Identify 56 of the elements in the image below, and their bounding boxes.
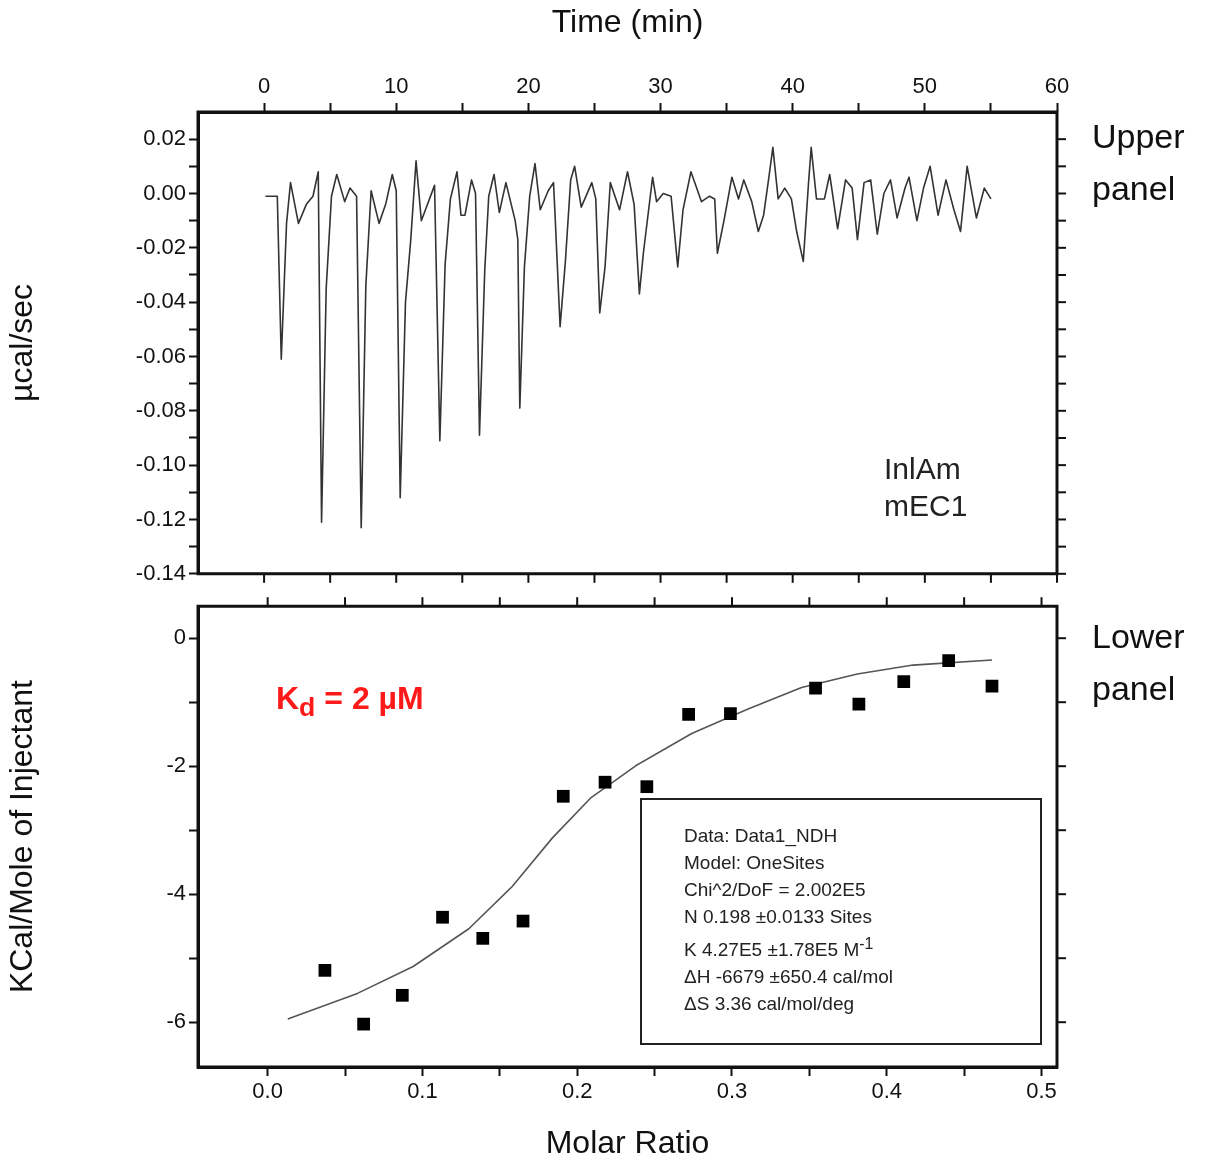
point: [724, 707, 737, 721]
point: [357, 1017, 370, 1031]
y-tick-label: -0.02: [135, 233, 186, 259]
y-tick-label: -0.14: [135, 559, 186, 585]
point: [682, 708, 695, 721]
x-tick-label: 0.1: [407, 1078, 438, 1104]
y-tick-label: -6: [166, 1008, 186, 1034]
y-tick-label: -0.10: [135, 451, 186, 477]
point: [942, 654, 956, 667]
y-tick-label: -0.04: [135, 288, 186, 314]
annotation: ΔS 3.36 cal/mol/deg: [684, 992, 856, 1017]
point: [640, 780, 654, 794]
point: [318, 964, 332, 977]
x-tick-label: 40: [780, 72, 805, 98]
y-tick-label: -2: [166, 752, 186, 778]
x-tick-label: 10: [383, 72, 409, 98]
point: [556, 789, 570, 803]
y-axis-title: µcal/sec: [3, 283, 40, 402]
point: [598, 775, 612, 789]
annotation: mEC1: [884, 489, 968, 523]
text: Lower panel: [1092, 616, 1186, 709]
point: [809, 681, 822, 695]
annotation: ΔH -6679 ±650.4 cal/mol: [684, 965, 894, 990]
x-tick-label: 0.4: [871, 1078, 903, 1104]
point: [395, 988, 409, 1002]
text: Upper panel: [1092, 116, 1186, 209]
y-tick-label: -0.08: [135, 396, 186, 422]
x-tick-label: 20: [516, 72, 541, 98]
x-tick-label: 0.2: [561, 1078, 593, 1104]
annotation: K$_{d}$ = 2 µM: [276, 680, 424, 724]
x-tick-label: 0: [257, 72, 271, 98]
annotation: Data: Data1_NDH: [684, 824, 839, 849]
point: [985, 679, 999, 693]
annotation: Model: OneSites: [684, 851, 826, 875]
x-tick-label: 0.0: [252, 1078, 283, 1104]
y-tick-label: 0.02: [143, 125, 186, 151]
y-tick-label: -0.06: [135, 342, 186, 368]
x-tick-label: 50: [912, 72, 938, 98]
x-tick-label: 0.5: [1026, 1078, 1057, 1104]
x-tick-label: 0.3: [716, 1078, 748, 1104]
y-tick-label: 0: [173, 624, 186, 650]
x-axis-title: Time (min): [551, 3, 704, 40]
y-tick-label: -0.12: [135, 505, 186, 531]
point: [436, 910, 449, 924]
x-tick-label: 30: [648, 72, 673, 98]
x-tick-label: 60: [1044, 72, 1070, 98]
y-axis-title: KCal/Mole of Injectant: [3, 679, 40, 994]
point: [897, 675, 911, 689]
y-tick-label: 0.00: [143, 179, 186, 205]
annotation: K 4.27E5 ±1.78E5 M$^{-1}$: [684, 934, 875, 963]
annotation: Chi^2/DoF = 2.002E5: [684, 878, 867, 902]
annotation: N 0.198 ±0.0133 Sites: [684, 905, 873, 929]
x-axis-title: Molar Ratio: [545, 1123, 710, 1160]
point: [476, 932, 490, 945]
annotation: InlAm: [884, 452, 961, 486]
y-tick-label: -4: [166, 880, 186, 906]
